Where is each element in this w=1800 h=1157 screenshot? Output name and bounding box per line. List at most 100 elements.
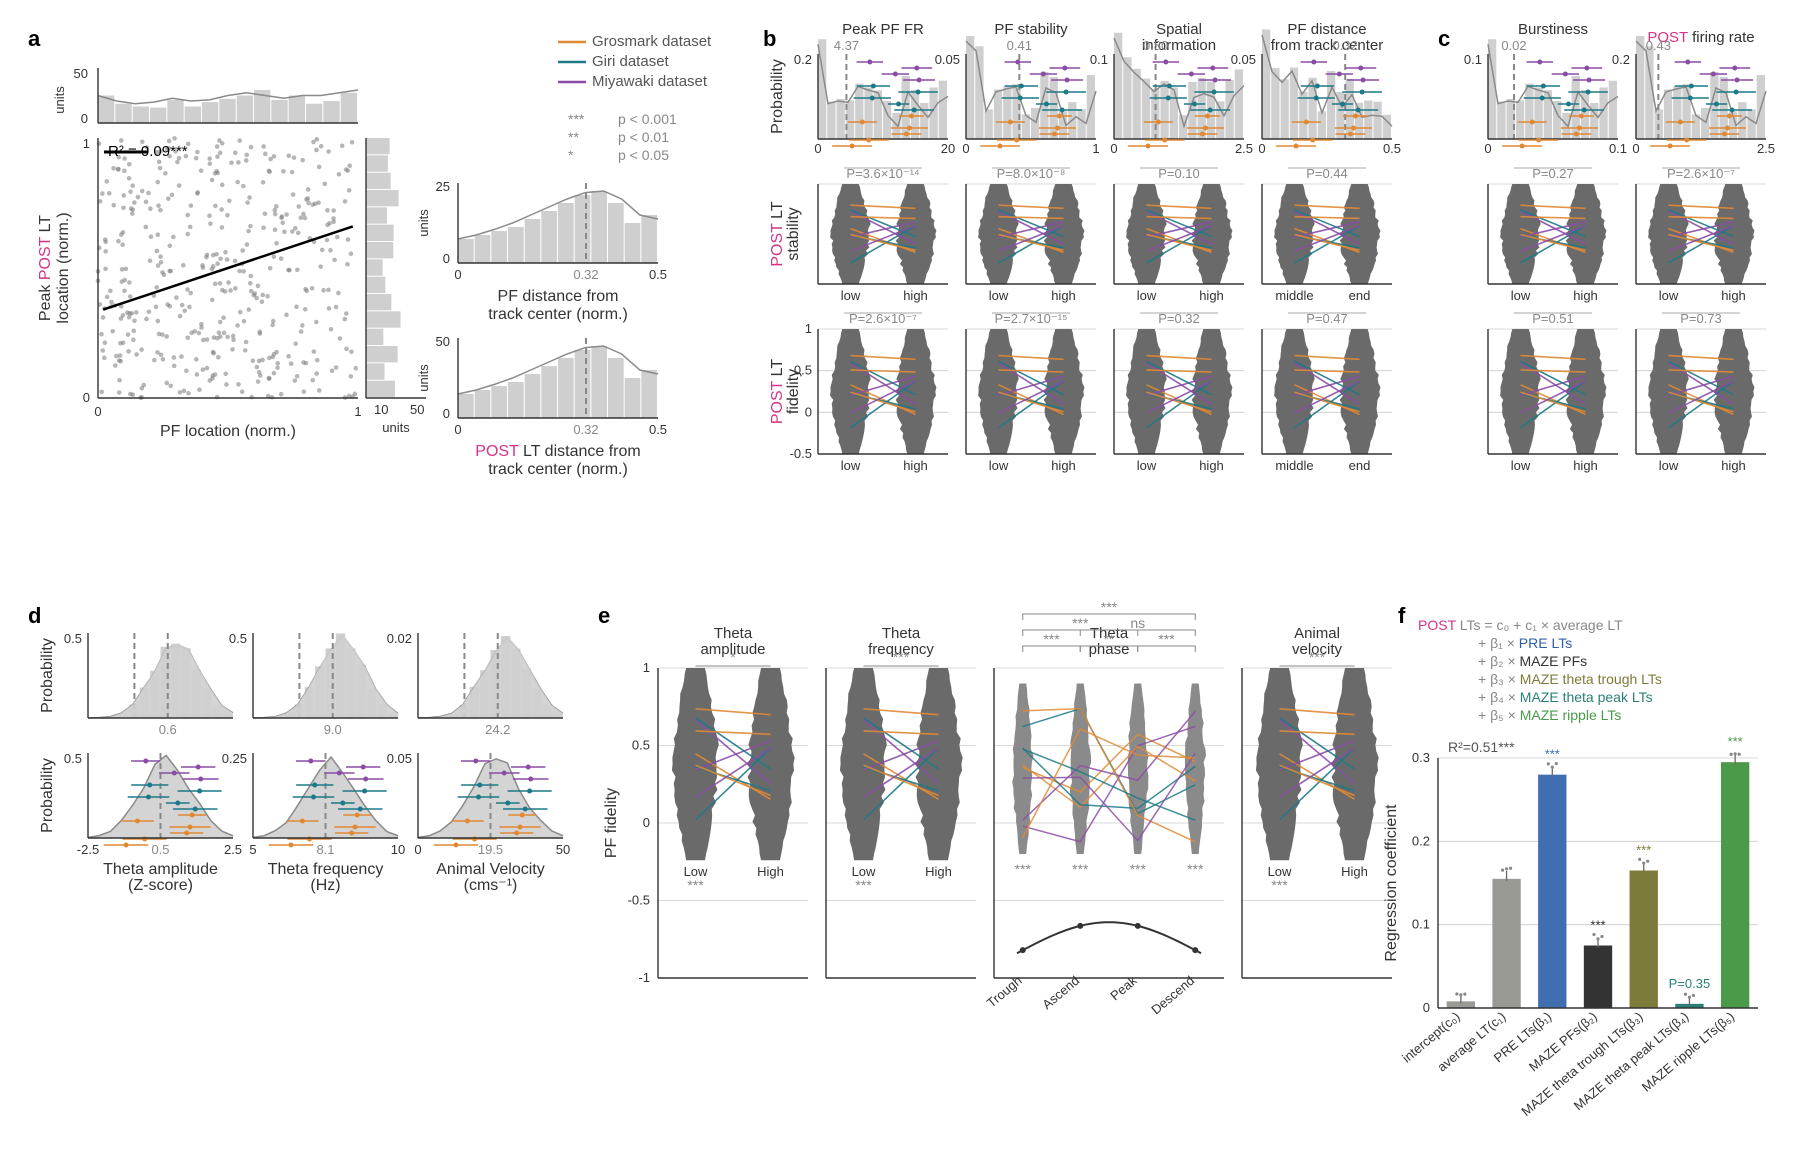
- figure-svg: Grosmark datasetGiri datasetMiyawaki dat…: [18, 18, 1782, 1139]
- svg-text:19.5: 19.5: [478, 842, 503, 857]
- svg-text:PF fidelity: PF fidelity: [603, 788, 620, 858]
- svg-text:Spatial: Spatial: [1156, 21, 1202, 38]
- svg-text:0: 0: [81, 111, 88, 126]
- svg-text:0.5: 0.5: [1383, 141, 1401, 156]
- svg-text:low: low: [989, 458, 1009, 473]
- svg-text:0.02: 0.02: [387, 631, 412, 646]
- svg-text:0: 0: [443, 406, 450, 421]
- svg-text:1: 1: [354, 404, 361, 419]
- svg-text:0.6: 0.6: [159, 722, 177, 737]
- svg-text:***: ***: [687, 877, 704, 893]
- svg-text:50: 50: [556, 842, 570, 857]
- svg-text:p < 0.05: p < 0.05: [618, 147, 669, 163]
- svg-text:4.37: 4.37: [834, 38, 859, 53]
- svg-text:0.05: 0.05: [1231, 52, 1256, 67]
- svg-text:***: ***: [1545, 747, 1560, 762]
- svg-text:PF location (norm.): PF location (norm.): [160, 423, 296, 440]
- svg-text:**: **: [568, 129, 579, 145]
- svg-text:0: 0: [1110, 141, 1117, 156]
- svg-text:0.41: 0.41: [1007, 38, 1032, 53]
- svg-text:25: 25: [436, 179, 450, 194]
- svg-text:0.1: 0.1: [1412, 917, 1430, 932]
- svg-text:**: **: [1104, 631, 1115, 647]
- svg-text:0: 0: [83, 390, 90, 405]
- svg-text:***: ***: [1158, 631, 1175, 647]
- svg-text:8.1: 8.1: [316, 842, 334, 857]
- svg-text:0: 0: [962, 141, 969, 156]
- svg-text:high: high: [1721, 458, 1746, 473]
- svg-text:10: 10: [374, 402, 388, 417]
- svg-text:high: high: [903, 288, 928, 303]
- svg-text:p < 0.01: p < 0.01: [618, 129, 669, 145]
- svg-text:Grosmark dataset: Grosmark dataset: [592, 33, 712, 50]
- svg-text:***: ***: [855, 877, 872, 893]
- svg-text:0: 0: [1632, 141, 1639, 156]
- svg-text:0.32: 0.32: [1333, 38, 1358, 53]
- svg-text:Peak: Peak: [1107, 972, 1140, 1003]
- svg-text:***: ***: [568, 111, 585, 127]
- svg-text:0: 0: [805, 404, 812, 419]
- svg-text:1: 1: [83, 136, 90, 151]
- svg-text:1: 1: [805, 321, 812, 336]
- svg-text:from track center: from track center: [1271, 37, 1384, 54]
- svg-text:0: 0: [443, 251, 450, 266]
- svg-text:middle: middle: [1275, 458, 1313, 473]
- svg-text:-1: -1: [638, 970, 650, 985]
- svg-text:low: low: [841, 458, 861, 473]
- svg-text:Peak PF FR: Peak PF FR: [842, 21, 924, 38]
- svg-text:0.2: 0.2: [1612, 52, 1630, 67]
- svg-text:0.05: 0.05: [387, 751, 412, 766]
- svg-text:units: units: [52, 86, 67, 114]
- svg-text:0.80: 0.80: [1143, 38, 1168, 53]
- svg-text:low: low: [1137, 458, 1157, 473]
- svg-text:high: high: [1721, 288, 1746, 303]
- svg-text:Regression coefficient: Regression coefficient: [1383, 804, 1400, 962]
- svg-text:0.32: 0.32: [573, 267, 598, 282]
- svg-text:High: High: [925, 864, 952, 879]
- svg-text:0: 0: [643, 815, 650, 830]
- svg-text:Animal Velocity: Animal Velocity: [436, 861, 545, 878]
- svg-text:2.5: 2.5: [224, 842, 242, 857]
- svg-text:5: 5: [249, 842, 256, 857]
- svg-text:0.1: 0.1: [1609, 141, 1627, 156]
- svg-text:b: b: [763, 26, 776, 51]
- svg-text:*: *: [568, 147, 574, 163]
- svg-text:Probability: Probability: [39, 758, 56, 833]
- svg-text:***: ***: [893, 649, 910, 665]
- svg-text:Probability: Probability: [769, 59, 786, 134]
- svg-text:Descend: Descend: [1148, 973, 1197, 1017]
- svg-text:0.3: 0.3: [1412, 750, 1430, 765]
- svg-text:low: low: [1511, 458, 1531, 473]
- svg-text:50: 50: [410, 402, 424, 417]
- svg-text:PF stability: PF stability: [994, 21, 1068, 38]
- svg-text:0.1: 0.1: [1090, 52, 1108, 67]
- svg-text:***: ***: [1309, 649, 1326, 665]
- svg-text:0.5: 0.5: [649, 422, 667, 437]
- svg-text:***: ***: [1072, 615, 1089, 631]
- svg-text:low: low: [989, 288, 1009, 303]
- svg-text:10: 10: [391, 842, 405, 857]
- svg-text:2.5: 2.5: [1757, 141, 1775, 156]
- svg-text:PF distance fromtrack center (: PF distance fromtrack center (norm.): [488, 288, 628, 323]
- svg-text:0: 0: [454, 267, 461, 282]
- svg-text:0.5: 0.5: [151, 842, 169, 857]
- svg-text:***: ***: [1015, 861, 1032, 877]
- svg-text:50: 50: [74, 66, 88, 81]
- svg-text:-2.5: -2.5: [77, 842, 99, 857]
- svg-text:0.1: 0.1: [1464, 52, 1482, 67]
- svg-text:high: high: [1199, 458, 1224, 473]
- svg-text:-0.5: -0.5: [628, 893, 650, 908]
- svg-text:Miyawaki dataset: Miyawaki dataset: [592, 73, 708, 90]
- svg-text:0.5: 0.5: [64, 751, 82, 766]
- svg-text:Theta: Theta: [882, 625, 921, 642]
- svg-text:e: e: [598, 603, 610, 628]
- svg-text:+ β₂ × MAZE PFs: + β₂ × MAZE PFs: [1478, 653, 1587, 669]
- svg-text:0.02: 0.02: [1501, 38, 1526, 53]
- svg-text:Theta amplitude: Theta amplitude: [103, 861, 218, 878]
- svg-text:High: High: [1341, 864, 1368, 879]
- svg-text:(Hz): (Hz): [310, 877, 340, 894]
- svg-text:***: ***: [1072, 861, 1089, 877]
- svg-text:Theta frequency: Theta frequency: [268, 861, 384, 878]
- svg-text:High: High: [757, 864, 784, 879]
- svg-text:*: *: [730, 649, 736, 665]
